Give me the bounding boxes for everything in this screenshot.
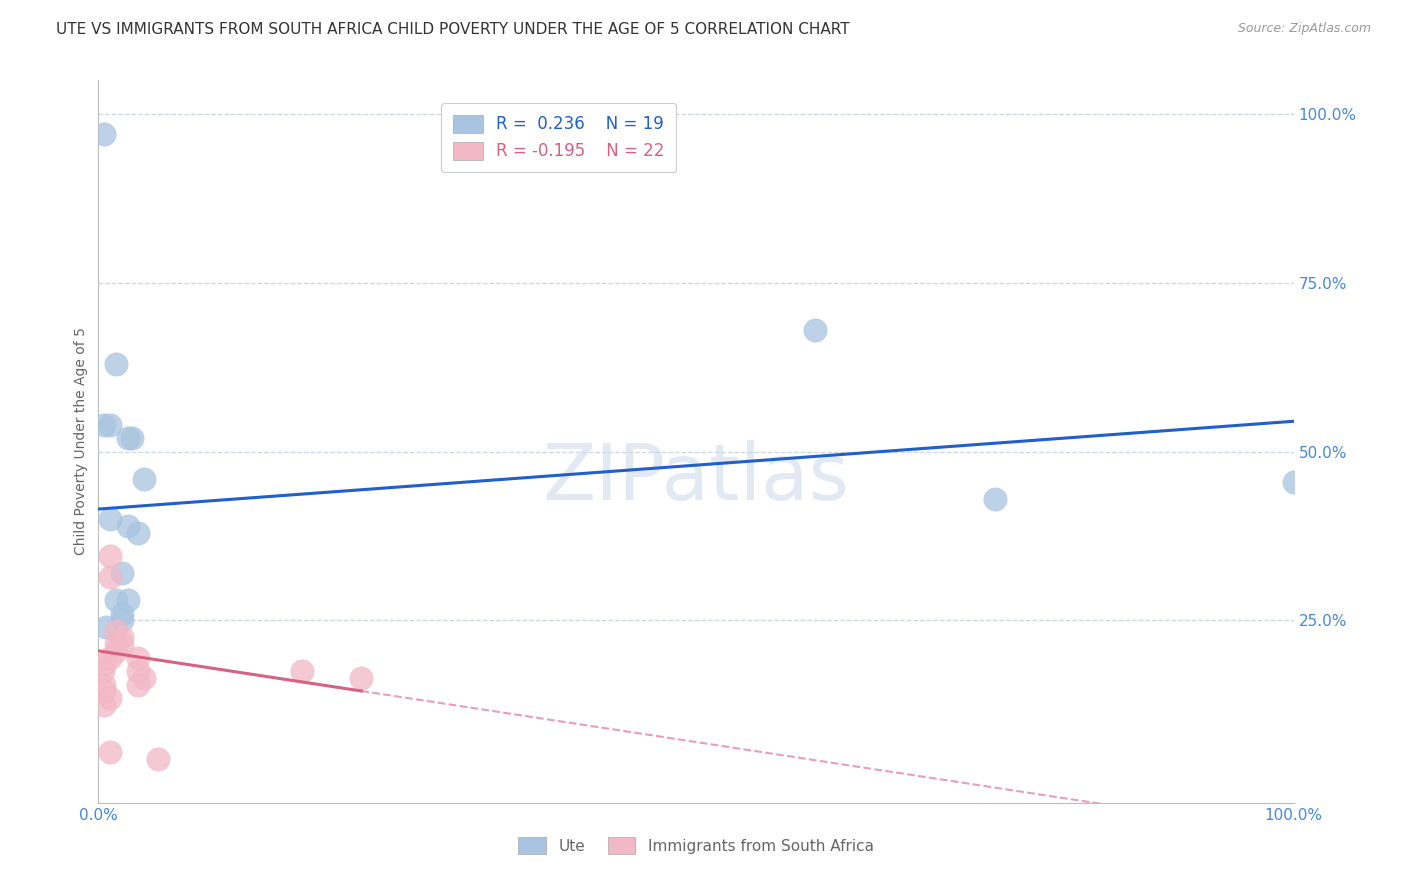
- Y-axis label: Child Poverty Under the Age of 5: Child Poverty Under the Age of 5: [75, 327, 89, 556]
- Point: [91, 664, 114, 678]
- Text: ZIPatlas: ZIPatlas: [543, 440, 849, 516]
- Point: [132, 472, 155, 486]
- Point: [93, 128, 115, 142]
- Point: [105, 624, 128, 638]
- Point: [98, 569, 122, 583]
- Point: [127, 678, 149, 692]
- Point: [105, 593, 128, 607]
- Point: [93, 657, 115, 672]
- Text: UTE VS IMMIGRANTS FROM SOUTH AFRICA CHILD POVERTY UNDER THE AGE OF 5 CORRELATION: UTE VS IMMIGRANTS FROM SOUTH AFRICA CHIL…: [56, 22, 849, 37]
- Point: [804, 323, 827, 337]
- Point: [291, 664, 314, 678]
- Point: [111, 637, 134, 651]
- Point: [98, 650, 122, 665]
- Point: [117, 593, 139, 607]
- Point: [984, 491, 1007, 506]
- Point: [105, 644, 128, 658]
- Point: [1282, 475, 1305, 489]
- Point: [127, 664, 149, 678]
- Point: [105, 637, 128, 651]
- Point: [98, 417, 122, 432]
- Point: [111, 566, 134, 581]
- Point: [98, 512, 122, 526]
- Point: [111, 631, 134, 645]
- Legend: Ute, Immigrants from South Africa: Ute, Immigrants from South Africa: [512, 831, 880, 860]
- Point: [98, 691, 122, 706]
- Point: [127, 650, 149, 665]
- Point: [148, 752, 170, 766]
- Point: [350, 671, 373, 685]
- Point: [98, 745, 122, 759]
- Point: [127, 525, 149, 540]
- Point: [117, 519, 139, 533]
- Point: [111, 607, 134, 621]
- Point: [117, 431, 139, 445]
- Point: [93, 417, 115, 432]
- Point: [93, 678, 115, 692]
- Point: [94, 620, 117, 634]
- Point: [111, 614, 134, 628]
- Point: [132, 671, 155, 685]
- Point: [93, 698, 115, 712]
- Point: [105, 357, 128, 371]
- Point: [98, 549, 122, 564]
- Point: [93, 684, 115, 698]
- Text: Source: ZipAtlas.com: Source: ZipAtlas.com: [1237, 22, 1371, 36]
- Point: [121, 431, 143, 445]
